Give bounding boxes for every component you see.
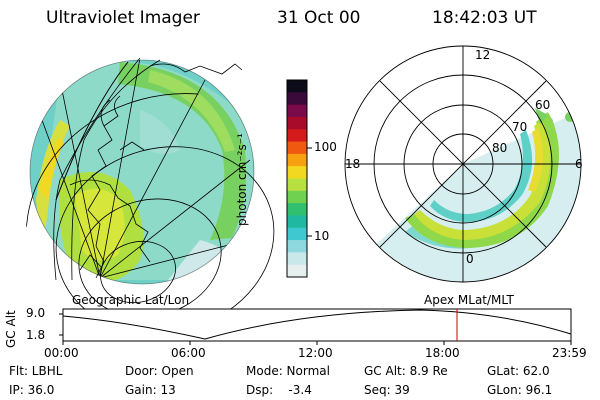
colorbar-segment — [287, 264, 307, 278]
geo-caption: Geographic Lat/Lon — [72, 293, 190, 307]
polar-caption: Apex MLat/MLT — [424, 293, 514, 307]
colorbar-segment — [287, 190, 307, 204]
colorbar-segment — [287, 203, 307, 216]
xtick-0000: 00:00 — [44, 346, 79, 360]
status-glat: GLat: 62.0 — [487, 364, 550, 378]
colorbar-unit-label: photon cm⁻²s⁻¹ — [235, 133, 249, 226]
geographic-image — [25, 57, 275, 334]
colorbar-segment — [287, 240, 307, 253]
colorbar-frame — [286, 79, 308, 278]
mlat-label-70: 70 — [512, 120, 528, 134]
date-label: 31 Oct 00 — [277, 8, 361, 28]
colorbar-segment — [287, 166, 307, 179]
colorbar-segment — [287, 141, 307, 155]
mlat-label-60: 60 — [535, 98, 551, 112]
xtick-2359: 23:59 — [552, 346, 587, 360]
colorbar-segment — [287, 227, 307, 241]
colorbar-segment — [287, 252, 307, 266]
colorbar-segment — [287, 92, 307, 106]
mlat-label-80: 80 — [492, 141, 508, 155]
status-glon: GLon: 96.1 — [487, 383, 553, 397]
colorbar-tick-100: 100 — [314, 140, 337, 154]
xtick-1800: 18:00 — [425, 346, 460, 360]
colorbar-segment — [287, 178, 307, 192]
status-flt: Flt: LBHL — [9, 364, 63, 378]
mlt-label-0: 0 — [466, 252, 474, 266]
colorbar-segment — [287, 80, 307, 93]
colorbar-segment — [287, 153, 307, 167]
mlt-label-6: 6 — [575, 157, 583, 171]
status-seq: Seq: 39 — [364, 383, 410, 397]
altitude-timeline — [59, 308, 572, 345]
timeline-ylabel: GC Alt — [4, 310, 18, 348]
time-label: 18:42:03 UT — [432, 8, 537, 28]
status-dsp: Dsp: -3.4 — [246, 383, 312, 397]
xtick-1200: 12:00 — [298, 346, 333, 360]
status-mode: Mode: Normal — [246, 364, 330, 378]
status-ip: IP: 36.0 — [9, 383, 55, 397]
status-gain: Gain: 13 — [125, 383, 176, 397]
instrument-title: Ultraviolet Imager — [46, 8, 200, 28]
status-door: Door: Open — [125, 364, 194, 378]
colorbar-segment — [287, 129, 307, 143]
color-bar — [286, 79, 308, 278]
polar-plot — [344, 45, 582, 283]
mlt-label-12: 12 — [475, 48, 491, 62]
ytick-9: 9.0 — [26, 306, 46, 320]
status-gc-alt: GC Alt: 8.9 Re — [364, 364, 448, 378]
ytick-1-8: 1.8 — [26, 328, 46, 342]
xtick-0600: 06:00 — [171, 346, 206, 360]
colorbar-segment — [287, 116, 307, 130]
colorbar-segment — [287, 104, 307, 118]
mlt-label-18: 18 — [345, 157, 361, 171]
colorbar-segment — [287, 215, 307, 229]
colorbar-tick-10: 10 — [314, 229, 330, 243]
